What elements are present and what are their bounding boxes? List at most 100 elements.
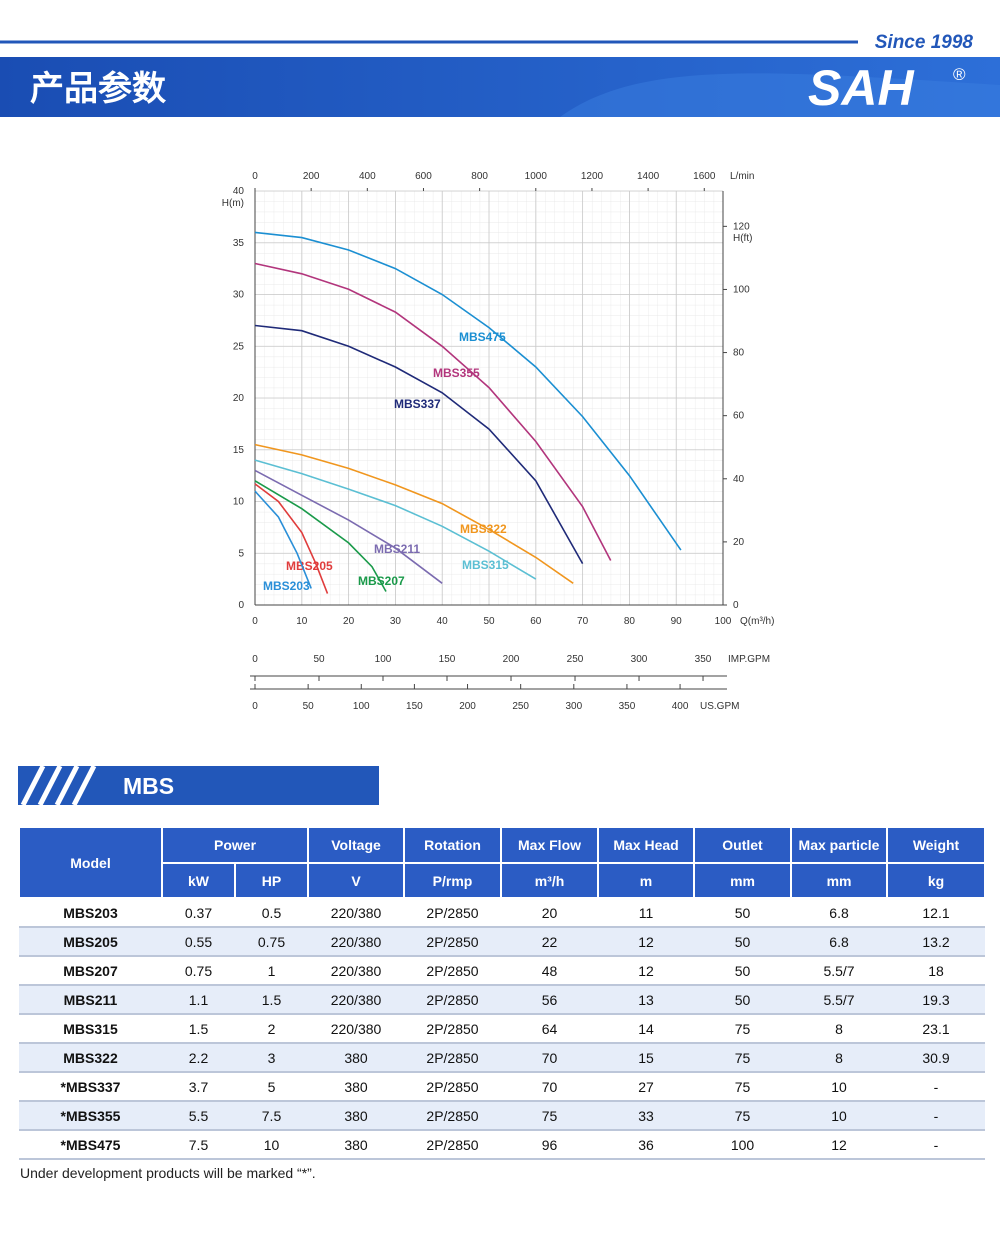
cell: 96 <box>501 1130 599 1160</box>
secondary-tick-label: 0 <box>252 654 258 665</box>
cell: 100 <box>694 1130 792 1160</box>
cell: 12 <box>598 956 695 986</box>
secondary-tick-label: 250 <box>512 701 529 712</box>
x-tick-label: 40 <box>437 616 449 627</box>
cell: 220/380 <box>308 898 405 928</box>
curve <box>254 231 682 551</box>
y-tick-label: 40 <box>233 186 245 197</box>
secondary-tick-label: 150 <box>406 701 423 712</box>
cell: 5.5 <box>162 1101 235 1131</box>
secondary-tick-label: 350 <box>619 701 636 712</box>
cell: 19.3 <box>887 985 986 1015</box>
unit-header: m <box>597 862 696 899</box>
stripes <box>20 766 97 805</box>
cell: 12 <box>791 1130 888 1160</box>
curve <box>254 262 612 561</box>
column-header: Power <box>160 826 310 864</box>
unit-header: kg <box>886 862 987 899</box>
registered: ® <box>953 65 966 84</box>
unit-row: kW HP V P/rmp m³/h m mm mm kg <box>19 862 987 899</box>
secondary-tick-label: 300 <box>631 654 648 665</box>
y2-tick-label: 40 <box>733 474 745 485</box>
spec-table: Model Power Voltage Rotation Max Flow Max Hea… <box>18 826 987 1160</box>
cell: 75 <box>501 1101 599 1131</box>
y-tick-label: 10 <box>233 497 245 508</box>
secondary-axis-label: IMP.GPM <box>728 654 770 665</box>
cell: 64 <box>501 1014 599 1044</box>
x-tick-label: 0 <box>252 616 258 627</box>
cell: 10 <box>791 1101 888 1131</box>
y-tick-label: 0 <box>238 600 244 611</box>
cell: 8 <box>791 1043 888 1073</box>
cell: 1.1 <box>162 985 235 1015</box>
secondary-tick-label: 100 <box>353 701 370 712</box>
cell: 380 <box>308 1043 405 1073</box>
cell: 7.5 <box>162 1130 235 1160</box>
series-label: MBS211 <box>374 542 420 556</box>
cell: 56 <box>501 985 599 1015</box>
cell: 6.8 <box>791 898 888 928</box>
series-label: MBS475 <box>459 330 506 344</box>
cell: 5.5/7 <box>791 985 888 1015</box>
secondary-tick-label: 400 <box>359 171 376 182</box>
table-row: MBS205 0.55 0.75 220/380 2P/2850 22 12 50 6.8 13.… <box>19 927 986 957</box>
cell: 2P/2850 <box>404 898 502 928</box>
unit-header: HP <box>233 862 310 899</box>
brand: SAH <box>808 60 914 116</box>
series-label: MBS205 <box>286 559 333 573</box>
cell: 0.37 <box>162 898 235 928</box>
secondary-tick-label: 100 <box>375 654 392 665</box>
secondary-tick-label: 300 <box>565 701 582 712</box>
page-title: 产品参数 <box>30 70 166 108</box>
cell: 48 <box>501 956 599 986</box>
secondary-tick-label: 50 <box>313 654 325 665</box>
cell: 3 <box>235 1043 309 1073</box>
cell: 220/380 <box>308 956 405 986</box>
x-tick-label: 80 <box>624 616 636 627</box>
y-tick-label: 5 <box>238 548 244 559</box>
unit-header: mm <box>790 862 889 899</box>
cell: 2 <box>235 1014 309 1044</box>
top-graphics: Since 1998 产品参数 SAH ® 0 10 20 30 40 50 60 70 80 9… <box>0 32 1000 712</box>
column-header: Voltage <box>307 826 406 864</box>
cell: 75 <box>694 1014 792 1044</box>
model-cell: MBS322 <box>19 1043 162 1073</box>
series-label: MBS203 <box>263 579 310 593</box>
y2-tick-label: 120 <box>733 221 750 232</box>
header-row: Model Power Voltage Rotation Max Flow Max Hea… <box>18 826 987 899</box>
y-tick-label: 20 <box>233 393 245 404</box>
table-row: MBS322 2.2 3 380 2P/2850 70 15 75 8 30.9 <box>19 1043 986 1073</box>
secondary-tick-label: 600 <box>415 171 432 182</box>
y-tick-label: 35 <box>233 238 245 249</box>
unit-header: V <box>307 862 406 899</box>
column-header: Rotation <box>403 826 503 864</box>
chart: 0 10 20 30 40 50 60 70 80 90 100051015202530354002… <box>222 171 775 712</box>
x-tick-label: 30 <box>390 616 402 627</box>
x-tick-label: 50 <box>483 616 495 627</box>
cell: - <box>887 1101 986 1131</box>
cell: 5.5/7 <box>791 956 888 986</box>
cell: 33 <box>598 1101 695 1131</box>
model-cell: MBS315 <box>19 1014 162 1044</box>
y-tick-label: 15 <box>233 445 245 456</box>
cell: 0.75 <box>235 927 309 957</box>
section-title: MBS <box>123 773 175 799</box>
cell: 1.5 <box>235 985 309 1015</box>
model-cell: *MBS475 <box>19 1130 162 1160</box>
secondary-tick-label: 1600 <box>693 171 716 182</box>
section-bar: MBS <box>18 766 379 805</box>
unit-header: mm <box>693 862 793 899</box>
cell: 22 <box>501 927 599 957</box>
table-row: *MBS475 7.5 10 380 2P/2850 96 36 100 12- <box>19 1130 986 1160</box>
secondary-tick-label: 400 <box>672 701 689 712</box>
unit-header: P/rmp <box>403 862 503 899</box>
model-cell: *MBS337 <box>19 1072 162 1102</box>
secondary-tick-label: 0 <box>252 171 258 182</box>
cell: 0.5 <box>235 898 309 928</box>
cell: 2P/2850 <box>404 1043 502 1073</box>
cell: 75 <box>694 1072 792 1102</box>
cell: 11 <box>598 898 695 928</box>
secondary-tick-label: 350 <box>695 654 712 665</box>
cell: 75 <box>694 1043 792 1073</box>
